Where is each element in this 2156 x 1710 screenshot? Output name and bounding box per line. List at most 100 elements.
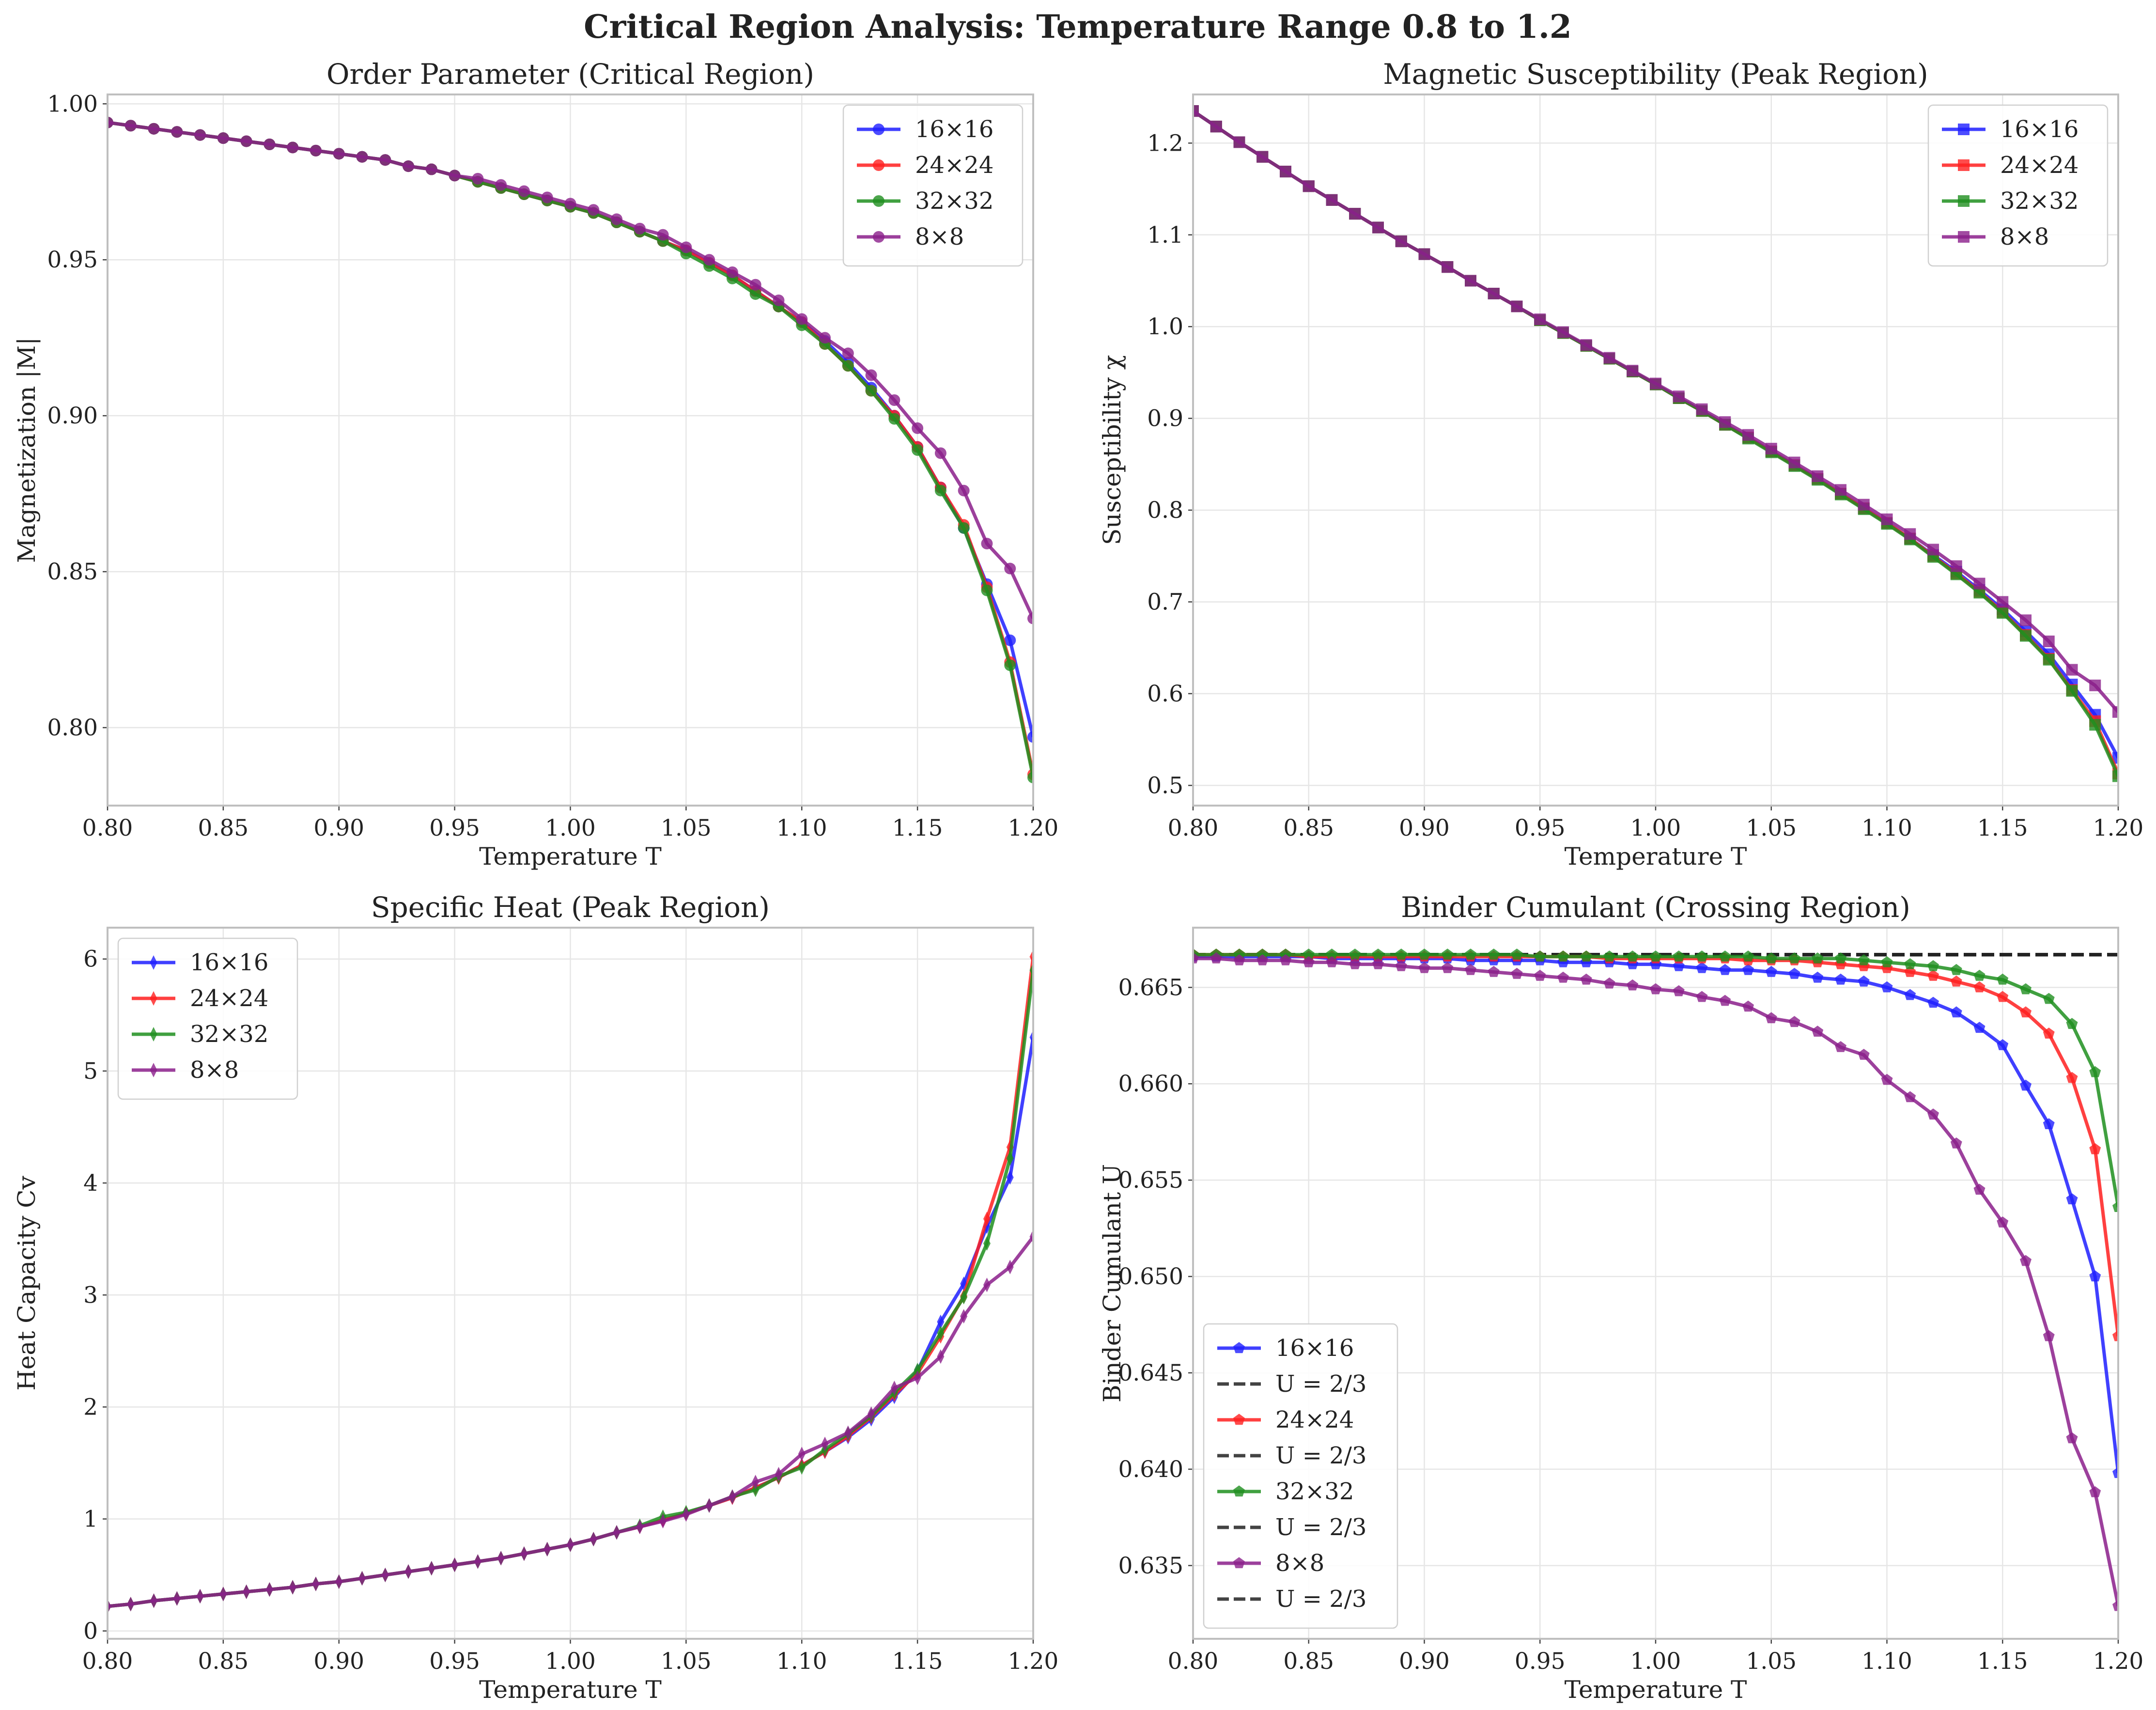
legend-marker [150,991,157,1006]
data-point [1858,498,1870,511]
data-point [749,288,761,300]
data-point [1973,969,1985,981]
legend-marker [1233,1414,1245,1425]
legend-item: 32×32 [1217,1478,1354,1505]
legend-marker [873,195,884,207]
legend: 16×16 U = 2/3 24×24 U = 2/3 32×32 U = 2/3 8×8 U… [1203,1323,1398,1629]
data-point [2066,1432,2078,1444]
legend-label: 24×24 [1275,1406,1354,1433]
legend-item: 24×24 [1942,152,2078,179]
data-point [657,229,669,241]
data-point [1858,954,1870,965]
x-axis-label: Temperature T [479,1676,662,1704]
legend-item: 24×24 [1217,1406,1354,1433]
data-point [589,1532,597,1547]
data-point [705,1498,713,1513]
y-tick-label: 0.645 [1118,1360,1183,1386]
data-point [356,151,368,163]
legend-item: 16×16 [857,116,993,143]
data-point [148,123,160,135]
x-tick-label: 0.85 [198,815,249,841]
data-point [1812,971,1824,983]
legend-marker [1233,1557,1245,1569]
data-point [1349,208,1361,220]
y-axis-label: Magnetization |M| [13,337,41,563]
x-tick-label: 0.85 [1283,815,1334,841]
data-point [2089,1270,2101,1282]
data-point [588,204,600,216]
data-point [2043,1027,2055,1039]
data-point [1511,948,1523,960]
y-tick-label: 0.90 [47,403,98,429]
data-point [636,1519,644,1534]
legend: 16×16 24×24 32×32 8×8 [1927,104,2109,267]
data-point [1004,562,1016,575]
data-point [1603,950,1615,962]
data-point [888,394,900,406]
data-point [1326,948,1338,960]
x-tick-label: 1.05 [1746,815,1797,841]
plot-series [108,949,1033,1614]
data-point [1233,136,1245,148]
data-point [1603,352,1615,364]
data-point [243,1584,250,1599]
y-tick-label: 0.655 [1118,1167,1183,1194]
series-8x8 [1193,105,2118,718]
legend-label: U = 2/3 [1275,1370,1366,1398]
data-point [1742,429,1754,441]
x-tick-label: 0.95 [429,815,480,841]
data-point [1006,1259,1014,1275]
data-point [2112,1467,2118,1478]
data-point [1326,956,1338,967]
data-point [1835,484,1846,496]
data-point [1557,971,1569,983]
x-tick-label: 1.00 [545,815,596,841]
series-8x8 [108,116,1033,624]
y-tick-label: 0.640 [1118,1456,1183,1483]
data-point [358,1571,366,1586]
data-point [1927,544,1939,556]
x-tick-label: 1.05 [661,1648,712,1675]
legend: 16×16 24×24 32×32 8×8 [117,937,298,1100]
x-tick-label: 1.15 [1977,815,2028,841]
data-point [2066,1072,2078,1083]
data-point [1997,973,2009,985]
data-point [1673,390,1685,403]
data-point [1627,979,1639,991]
data-point [937,1349,945,1364]
data-point [2089,1066,2101,1077]
figure-suptitle: Critical Region Analysis: Temperature Ra… [584,8,1572,46]
data-point [1904,958,1916,969]
data-point [1765,965,1777,977]
data-point [287,141,299,154]
legend-item: U = 2/3 [1217,1586,1366,1613]
data-point [1395,948,1407,960]
data-point [914,1370,921,1385]
data-point [1904,989,1916,1000]
legend-item: 8×8 [1217,1550,1324,1577]
data-point [1442,261,1454,273]
panel-magnetic-susceptibility: 0.80 0.85 0.90 0.95 1.00 1.05 1.10 1.15 1.200.50… [1098,58,2143,871]
legend-label: 16×16 [915,116,993,143]
data-point [1696,950,1708,962]
legend-box [1203,1323,1398,1629]
data-point [2112,1201,2118,1212]
data-point [1719,995,1731,1006]
legend-item: 8×8 [857,223,964,250]
data-point [451,1557,459,1572]
chart-title: Order Parameter (Critical Region) [326,58,814,91]
x-axis-label: Temperature T [1565,1676,1747,1704]
data-point [1650,983,1661,995]
data-point [1904,1091,1916,1103]
data-point [1973,577,1985,590]
data-point [1858,1049,1870,1060]
data-point [890,1381,898,1396]
data-point [1812,1026,1824,1037]
data-point [474,1554,481,1569]
data-point [518,185,530,197]
axes-frame [1192,927,2119,1640]
data-point [1511,300,1523,312]
chart-title: Magnetic Susceptibility (Peak Region) [1383,58,1928,91]
data-point [1349,958,1361,969]
data-point [1004,659,1016,671]
